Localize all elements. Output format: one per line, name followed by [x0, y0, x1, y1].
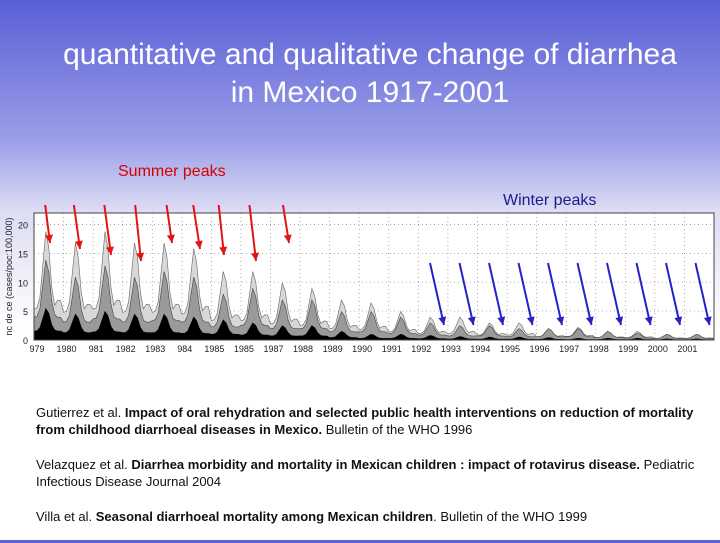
winter-arrow-8-head	[644, 316, 653, 325]
winter-arrow-5-shaft	[547, 262, 563, 326]
x-tick-label-5: 984	[177, 344, 192, 354]
winter-arrow-2-shaft	[458, 262, 475, 326]
summer-arrow-4-head	[136, 252, 145, 261]
winter-arrow-10-head	[703, 316, 712, 325]
reference-2-authors: Velazquez et al.	[36, 457, 132, 472]
winter-arrow-9-shaft	[665, 262, 681, 326]
summer-arrow-5-shaft	[165, 205, 173, 244]
x-tick-label-17: 1996	[530, 344, 550, 354]
x-tick-label-21: 2000	[648, 344, 668, 354]
winter-arrow-9-head	[674, 316, 683, 325]
slide-title: quantitative and qualitative change of d…	[63, 38, 677, 109]
summer-arrow-3-head	[105, 246, 114, 255]
reference-1-authors: Gutierrez et al.	[36, 405, 125, 420]
summer-arrow-1-head	[45, 234, 53, 243]
summer-arrow-8-head	[251, 252, 260, 261]
x-tick-label-15: 1994	[470, 344, 490, 354]
summer-arrow-1-shaft	[44, 205, 51, 244]
winter-arrow-4-shaft	[517, 262, 534, 326]
x-tick-label-14: 1993	[441, 344, 461, 354]
winter-arrow-7-shaft	[606, 262, 622, 326]
summer-arrow-7-head	[219, 246, 228, 255]
x-tick-label-13: 1992	[411, 344, 431, 354]
x-tick-label-9: 1988	[293, 344, 313, 354]
winter-arrow-5-head	[556, 316, 565, 325]
winter-arrow-1-head	[438, 316, 447, 325]
x-tick-label-22: 2001	[677, 344, 697, 354]
x-tick-label-16: 1995	[500, 344, 520, 354]
summer-arrow-2-head	[74, 240, 83, 249]
winter-arrow-10-shaft	[694, 262, 711, 326]
area-series-3	[33, 307, 715, 341]
winter-arrow-6-shaft	[576, 262, 593, 326]
x-tick-label-6: 1985	[204, 344, 224, 354]
x-tick-label-18: 1997	[559, 344, 579, 354]
y-tick-label-1: 5	[23, 307, 28, 317]
winter-arrow-4-head	[526, 316, 535, 325]
summer-arrow-9-shaft	[281, 205, 290, 244]
summer-arrow-2-shaft	[72, 205, 81, 250]
x-tick-label-8: 1987	[263, 344, 283, 354]
x-tick-label-4: 1983	[145, 344, 165, 354]
reference-3-source: . Bulletin of the WHO 1999	[433, 509, 588, 524]
y-tick-label-0: 0	[23, 336, 28, 346]
incidence-chart: 0 5 10 15 20 nc de ce (cases/poc:100,000) 979 1…	[4, 205, 715, 354]
reference-3-title: Seasonal diarrhoeal mortality among Mexi…	[95, 509, 434, 524]
reference-1: Gutierrez et al. Impact of oral rehydrat…	[36, 404, 696, 438]
summer-arrow-6-head	[194, 240, 203, 249]
summer-arrow-6-shaft	[192, 205, 201, 250]
summer-arrow-4-shaft	[134, 205, 142, 262]
x-tick-label-2: 981	[89, 344, 104, 354]
plot-frame	[33, 212, 715, 341]
reference-3: Villa et al. Seasonal diarrhoeal mortali…	[36, 508, 696, 525]
winter-arrow-1-shaft	[429, 262, 445, 326]
winter-arrow-3-shaft	[488, 262, 504, 326]
summer-arrow-7-shaft	[217, 205, 225, 256]
winter-arrow-6-head	[585, 316, 594, 325]
winter-arrow-7-head	[615, 316, 624, 325]
summer-arrow-8-shaft	[248, 205, 257, 262]
winter-arrow-8-shaft	[635, 262, 652, 326]
x-tick-label-11: 1990	[352, 344, 372, 354]
y-tick-label-2: 10	[18, 278, 28, 288]
reference-1-source: Bulletin of the WHO 1996	[322, 422, 473, 437]
x-tick-label-12: 1991	[382, 344, 402, 354]
reference-1-title: Impact of oral rehydration and selected …	[36, 405, 694, 437]
y-tick-label-3: 15	[18, 249, 28, 259]
summer-arrow-3-shaft	[103, 205, 112, 256]
x-tick-label-3: 1982	[116, 344, 136, 354]
x-tick-label-7: 1985	[234, 344, 254, 354]
x-tick-label-1: 1980	[57, 344, 77, 354]
reference-3-authors: Villa et al.	[36, 509, 96, 524]
y-tick-label-4: 20	[18, 221, 28, 231]
x-tick-label-20: 1999	[618, 344, 638, 354]
winter-peaks-label: Winter peaks	[503, 192, 597, 209]
reference-2: Velazquez et al. Diarrhea morbidity and …	[36, 456, 696, 490]
x-tick-label-10: 1989	[323, 344, 343, 354]
y-axis-label: nc de ce (cases/poc:100,000)	[4, 217, 14, 335]
x-tick-label-19: 1998	[589, 344, 609, 354]
summer-arrow-5-head	[166, 234, 175, 243]
x-tick-label-0: 979	[29, 344, 44, 354]
references: Gutierrez et al. Impact of oral rehydrat…	[36, 404, 696, 543]
summer-peaks-label: Summer peaks	[118, 163, 226, 180]
winter-arrow-2-head	[467, 316, 476, 325]
reference-2-source: Pediatric Infectious Disease Journal 200…	[36, 457, 695, 489]
winter-arrow-3-head	[497, 316, 506, 325]
reference-2-title: Diarrhea morbidity and mortality in Mexi…	[131, 457, 640, 472]
summer-arrow-9-head	[283, 234, 292, 243]
